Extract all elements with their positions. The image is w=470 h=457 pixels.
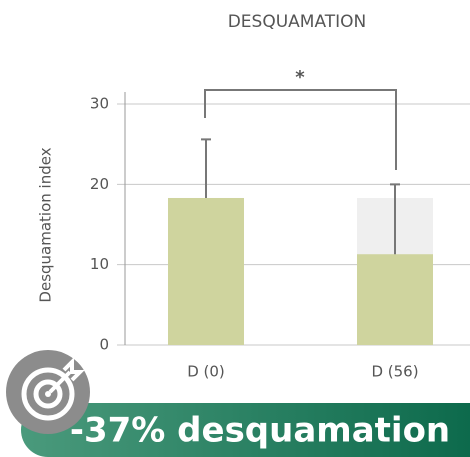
banner <box>21 403 470 457</box>
x-tick-label: D (0) <box>187 363 225 381</box>
significance-label: * <box>295 67 305 88</box>
x-tick-label: D (56) <box>371 363 418 381</box>
banner-text: -37% desquamation <box>70 411 450 451</box>
y-tick-label: 10 <box>90 255 109 273</box>
y-tick-label: 20 <box>90 175 109 193</box>
y-tick-label: 30 <box>90 95 109 113</box>
chart-title: DESQUAMATION <box>228 12 367 32</box>
significance-bracket <box>204 89 397 170</box>
plot: 0 10 20 30 D (0) D (56) <box>90 92 470 381</box>
y-tick-label: 0 <box>99 336 109 354</box>
bar <box>357 254 433 345</box>
bar <box>168 197 244 345</box>
error-bar <box>390 183 400 255</box>
y-axis-label: Desquamation index <box>37 147 55 302</box>
target-icon <box>6 350 90 434</box>
error-bar <box>201 138 211 198</box>
